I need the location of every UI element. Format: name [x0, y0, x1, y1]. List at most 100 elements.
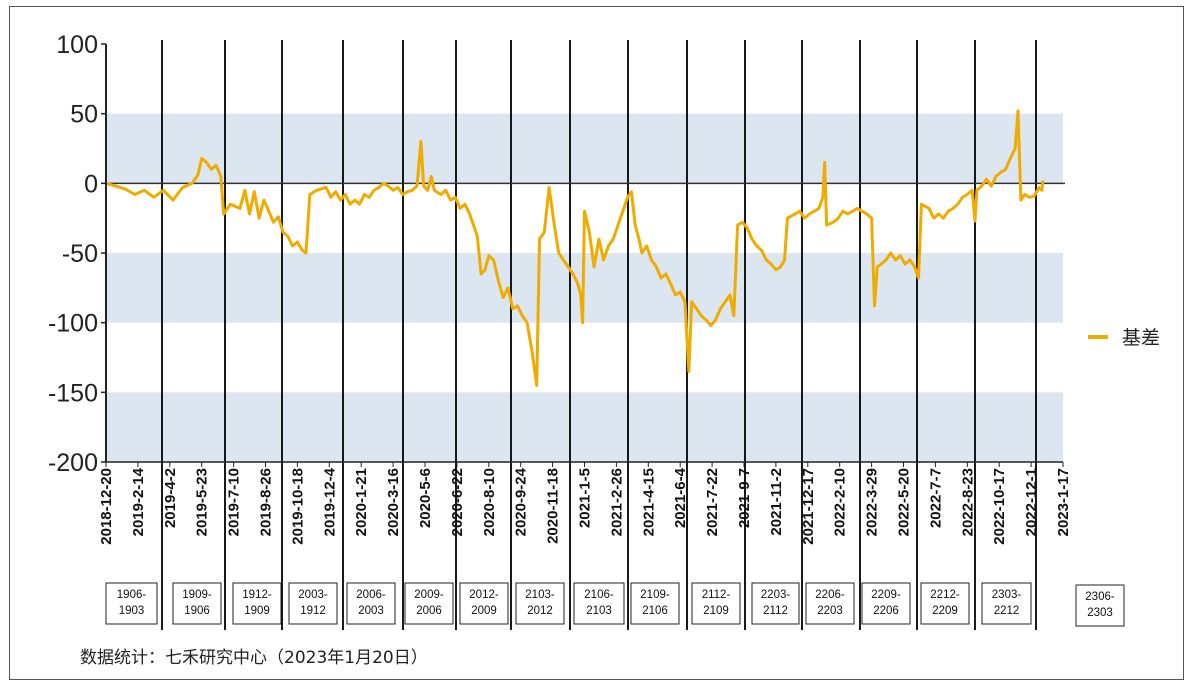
x-tick-label: 2019-4-2 — [162, 468, 179, 528]
contract-label-line2: 2206 — [873, 605, 899, 617]
grid-band — [106, 392, 1063, 462]
x-tick-label: 2021-2-26 — [608, 468, 625, 536]
x-tick-label: 2021-4-15 — [640, 468, 657, 536]
contract-label-line2: 1903 — [119, 605, 145, 617]
contract-label-line2: 1906 — [184, 605, 210, 617]
y-tick-label: -50 — [62, 240, 98, 268]
x-tick-label: 2022-7-7 — [927, 468, 944, 528]
contract-box — [346, 582, 396, 625]
grid-band — [106, 113, 1063, 184]
contract-label-line1: 2109- — [640, 589, 670, 601]
x-tick-label: 2019-10-18 — [289, 468, 306, 545]
contract-roll-lines — [161, 40, 1037, 630]
y-tick-label: 100 — [56, 31, 98, 59]
x-tick-label: 2018-12-20 — [98, 468, 115, 545]
x-tick-label: 2021-9-7 — [736, 468, 753, 528]
x-tick-label: 2022-3-29 — [864, 468, 881, 536]
x-tick-label: 2021-6-4 — [672, 467, 689, 528]
x-tick-label: 2021-11-2 — [768, 468, 785, 536]
contract-label-line1: 2306- — [1085, 591, 1115, 603]
x-tick-label: 2022-10-17 — [991, 468, 1008, 545]
contract-label-line1: 1906- — [117, 589, 147, 601]
contract-label-line2: 1912 — [300, 605, 326, 617]
x-tick-label: 2020-1-21 — [353, 468, 370, 536]
contract-label-line2: 2012 — [527, 605, 553, 617]
x-tick-label: 2022-8-23 — [959, 468, 976, 536]
contract-box — [515, 582, 565, 625]
x-tick-label: 2019-2-14 — [130, 467, 147, 536]
contract-box — [751, 582, 800, 625]
x-tick-label: 2020-3-16 — [385, 468, 402, 536]
x-tick-label: 2021-1-5 — [577, 468, 594, 528]
contract-label-line2: 2112 — [763, 605, 788, 617]
chart-frame — [9, 6, 1184, 680]
x-axis-ticks: 2018-12-20 2019-2-14 2019-4-2 2019-5-23 2019… — [98, 462, 1072, 545]
contract-label-line1: 2209- — [871, 589, 901, 601]
series-line-jicha — [105, 109, 1045, 387]
x-tick-label: 2021-12-17 — [800, 468, 817, 545]
legend-label: 基差 — [1122, 327, 1160, 349]
x-tick-label: 2020-9-24 — [513, 467, 530, 536]
x-tick-label: 2020-6-22 — [449, 468, 466, 536]
contract-box — [805, 582, 855, 625]
contract-label-line1: 1909- — [182, 589, 212, 601]
contract-label-line1: 2006- — [356, 589, 386, 601]
contract-box — [288, 582, 338, 625]
contract-label-line2: 2103 — [586, 605, 612, 617]
contract-box — [573, 582, 625, 625]
y-tick-label: 0 — [84, 170, 98, 198]
contract-box — [691, 582, 741, 625]
contract-label-line2: 2109 — [703, 605, 729, 617]
contract-label-line1: 2212- — [930, 589, 960, 601]
contract-labels: 1906- 1903 1909- 1906 1912- 1909 2003- 1912 2006… — [105, 582, 1125, 627]
x-tick-label: 2020-8-10 — [481, 468, 498, 536]
y-tick-label: -150 — [48, 379, 98, 407]
legend: 基差 — [1088, 327, 1160, 349]
contract-label-line1: 2103- — [525, 589, 555, 601]
contract-label-line2: 2006 — [416, 605, 442, 617]
contract-label-line2: 2303 — [1087, 607, 1113, 619]
contract-label-line1: 2206- — [815, 589, 845, 601]
y-axis-ticks: 100 50 0 -50 -100 -150 -200 — [48, 31, 106, 477]
x-tick-label: 2022-5-20 — [896, 468, 913, 536]
x-tick-label: 2019-5-23 — [194, 468, 211, 536]
contract-label-line2: 2212 — [994, 605, 1020, 617]
contract-label-line1: 2112- — [702, 589, 731, 601]
contract-box — [232, 582, 282, 625]
contract-box — [105, 582, 158, 625]
contract-box — [459, 582, 509, 625]
x-tick-label: 2021-7-22 — [704, 468, 721, 536]
contract-label-line2: 2203 — [817, 605, 843, 617]
y-tick-label: 50 — [70, 101, 98, 129]
contract-label-line1: 2009- — [414, 589, 444, 601]
contract-box — [172, 582, 222, 625]
x-tick-label: 2020-5-6 — [417, 468, 434, 528]
contract-box — [1075, 584, 1125, 627]
contract-label-line2: 1909 — [244, 605, 270, 617]
contract-label-line1: 2303- — [992, 589, 1022, 601]
contract-box — [404, 582, 454, 625]
contract-label-line2: 2209 — [932, 605, 958, 617]
x-tick-label: 2019-12-4 — [321, 467, 338, 536]
contract-label-line1: 1912- — [242, 589, 272, 601]
x-tick-label: 2022-2-10 — [832, 468, 849, 536]
contract-label-line1: 2203- — [761, 589, 791, 601]
contract-box — [920, 582, 970, 625]
contract-label-line1: 2106- — [584, 589, 614, 601]
x-tick-label: 2019-7-10 — [226, 468, 243, 536]
x-tick-label: 2020-11-18 — [545, 468, 562, 544]
x-tick-label: 2022-12-1 — [1023, 468, 1040, 536]
y-tick-label: -200 — [48, 449, 98, 477]
contract-label-line2: 2009 — [471, 605, 497, 617]
contract-box — [981, 582, 1032, 625]
x-tick-label: 2023-1-17 — [1055, 468, 1072, 536]
contract-label-line2: 2003 — [358, 605, 384, 617]
y-tick-label: -100 — [48, 310, 98, 338]
contract-box — [630, 582, 680, 625]
contract-box — [861, 582, 911, 625]
source-note: 数据统计：七禾研究中心（2023年1月20日） — [80, 648, 428, 668]
contract-label-line1: 2012- — [469, 589, 499, 601]
contract-label-line1: 2003- — [298, 589, 328, 601]
x-tick-label: 2019-8-26 — [258, 468, 275, 536]
